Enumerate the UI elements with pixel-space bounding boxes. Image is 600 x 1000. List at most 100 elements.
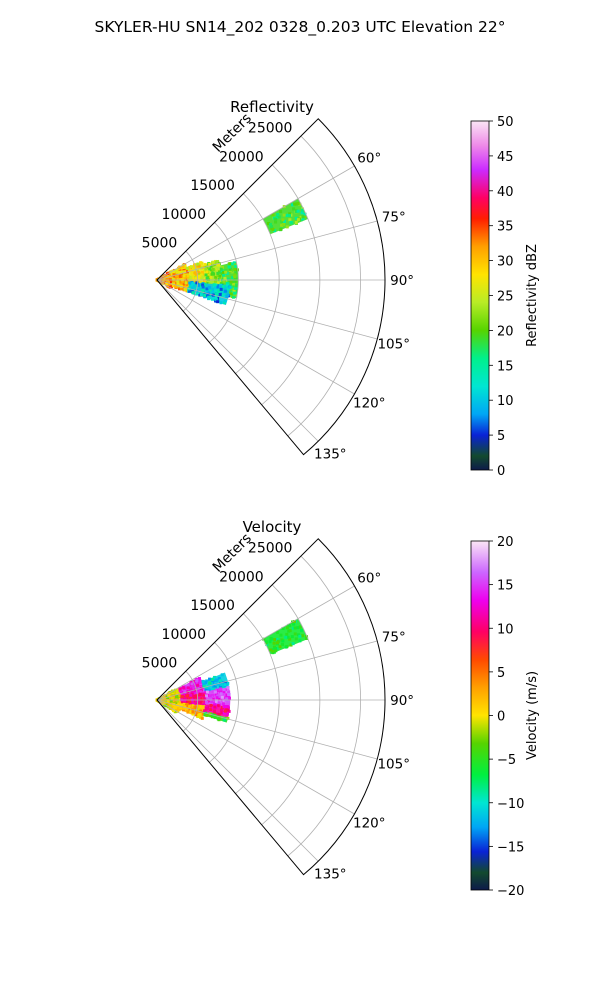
echo-speckle (301, 217, 305, 221)
echo-speckle (191, 712, 195, 716)
echo-speckle (216, 285, 220, 289)
echo-speckle (167, 694, 171, 698)
azimuth-tick-label: 105° (377, 336, 410, 352)
echo-speckle (218, 285, 222, 289)
echo-speckle (220, 265, 224, 269)
echo-speckle (181, 265, 185, 269)
echo-speckle (191, 291, 195, 295)
echo-speckle (288, 213, 292, 217)
echo-speckle (226, 287, 230, 291)
echo-speckle (223, 299, 227, 303)
echo-speckle (224, 289, 228, 293)
echo-speckle (222, 718, 226, 722)
echo-speckle (172, 281, 176, 285)
echo-speckle (213, 685, 217, 689)
echo-speckle (196, 683, 200, 687)
echo-speckle (232, 288, 236, 292)
echo-speckle (172, 283, 176, 287)
colorbar-tick-label: 25 (497, 290, 514, 305)
echo-speckle (211, 260, 215, 264)
echo-speckle (191, 283, 195, 287)
echo-speckle (163, 694, 167, 698)
echo-speckle (227, 690, 231, 694)
echo-speckle (222, 688, 226, 692)
echo-speckle (211, 706, 215, 710)
echo-speckle (191, 281, 195, 285)
echo-speckle (210, 700, 214, 704)
azimuth-tick-label: 90° (390, 273, 414, 289)
echo-speckle (214, 699, 218, 703)
echo-speckle (188, 266, 192, 270)
echo-speckle (201, 705, 205, 709)
echo-speckle (214, 267, 218, 271)
echo-speckle (205, 287, 209, 291)
echo-speckle (300, 628, 304, 632)
echo-speckle (208, 290, 212, 294)
echo-speckle (219, 692, 223, 696)
colorbar-tick-label: 40 (497, 185, 514, 200)
echo-speckle (209, 697, 213, 701)
echo-speckle (217, 697, 221, 701)
echo-speckle (232, 277, 236, 281)
colorbar-tick-label: −5 (497, 753, 516, 768)
range-ring (235, 613, 280, 794)
echo-speckle (222, 273, 226, 277)
echo-speckle (221, 702, 225, 706)
echo-speckle (211, 690, 215, 694)
colorbar-tick-label: 30 (497, 255, 514, 270)
echo-speckle (213, 279, 217, 283)
echo-speckle (232, 261, 236, 265)
echo-speckle (209, 695, 213, 699)
echo-speckle (300, 211, 304, 215)
echo-speckle (222, 270, 226, 274)
echo-speckle (201, 285, 205, 289)
echo-speckle (209, 264, 213, 268)
range-ring (235, 193, 280, 374)
echo-speckle (176, 699, 180, 703)
echo-speckle (231, 262, 235, 266)
range-tick-label: 15000 (190, 178, 235, 194)
echo-speckle (276, 639, 280, 643)
echo-speckle (204, 273, 208, 277)
echo-speckle (206, 699, 210, 703)
echo-speckle (210, 715, 214, 719)
echo-speckle (272, 216, 276, 220)
echo-speckle (233, 275, 237, 279)
range-ring (287, 555, 361, 857)
echo-speckle (184, 699, 188, 703)
echo-speckle (174, 284, 178, 288)
echo-speckle (294, 210, 298, 214)
echo-speckle (178, 277, 182, 281)
echo-speckle (298, 639, 302, 643)
echo-speckle (275, 647, 279, 651)
echo-speckle (205, 265, 209, 269)
echo-speckle (203, 262, 207, 266)
range-tick-label: 5000 (142, 236, 178, 252)
echo-speckle (166, 274, 170, 278)
echo-speckle (296, 201, 300, 205)
echo-speckle (206, 273, 210, 277)
echo-speckle (293, 619, 297, 623)
echo-speckle (196, 262, 200, 266)
echo-speckle (193, 694, 197, 698)
azimuth-spoke (156, 279, 378, 340)
echo-speckle (196, 701, 200, 705)
echo-speckle (175, 707, 179, 711)
echo-speckle (183, 699, 187, 703)
echo-speckle (172, 273, 176, 277)
echo-speckle (231, 276, 235, 280)
echo-speckle (217, 263, 221, 267)
echo-speckle (167, 282, 171, 286)
echo-speckle (232, 290, 236, 294)
echo-speckle (187, 705, 191, 709)
sector-background (157, 538, 385, 875)
echo-speckle (208, 262, 212, 266)
echo-speckle (217, 713, 221, 717)
echo-speckle (219, 690, 223, 694)
echo-speckle (198, 293, 202, 297)
echo-speckle (234, 284, 238, 288)
colorbar (470, 120, 490, 471)
echo-speckle (217, 289, 221, 293)
echo-speckle (181, 701, 185, 705)
echo-speckle (181, 270, 185, 274)
